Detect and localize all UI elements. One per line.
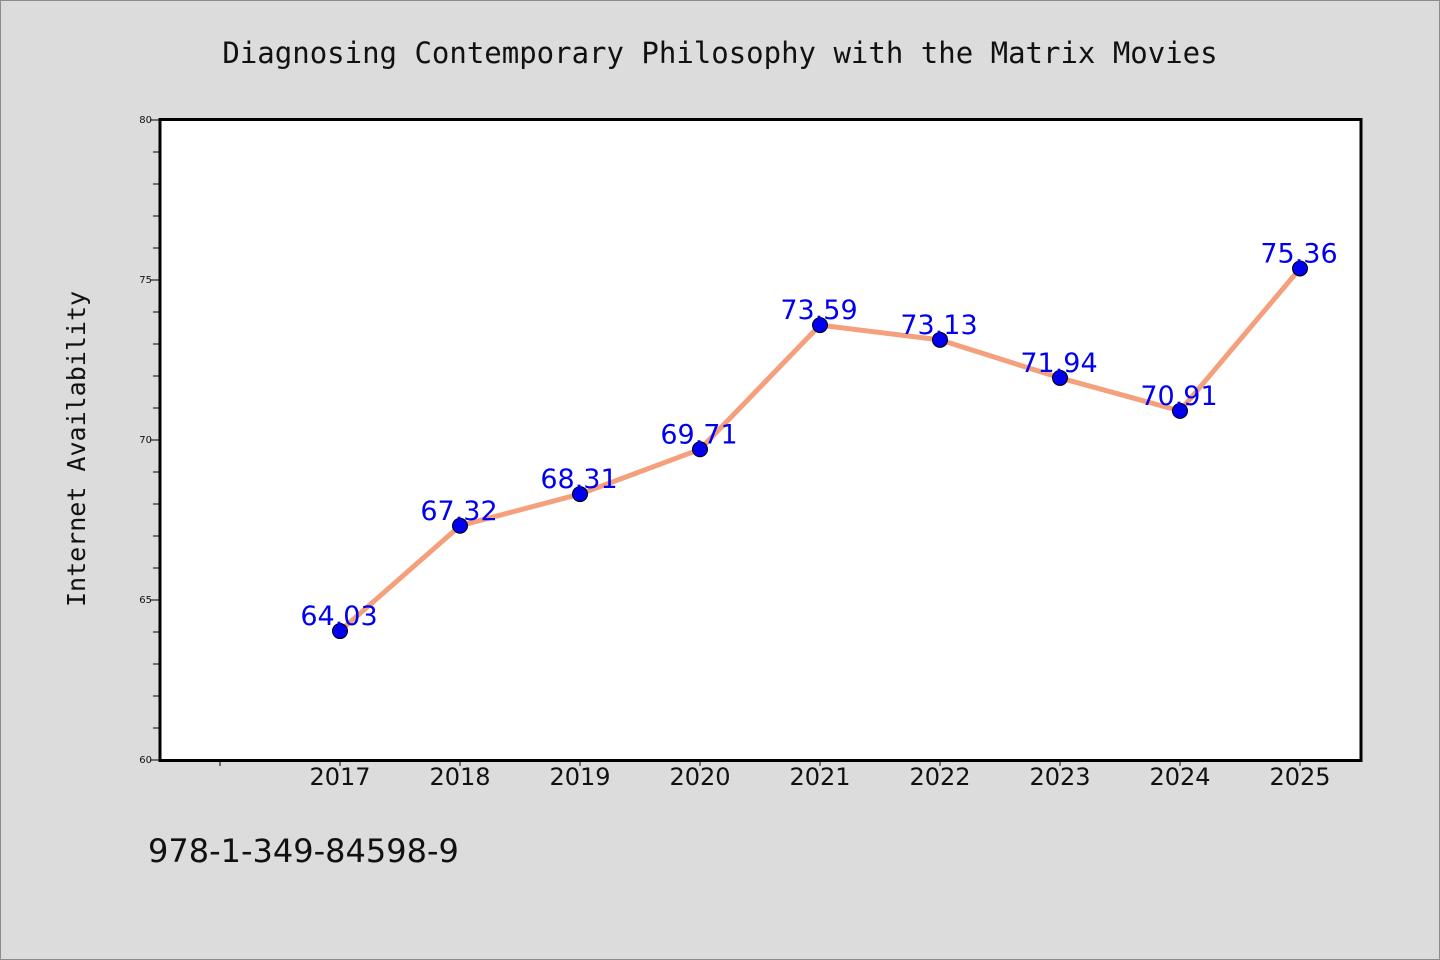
data-label: 68.31	[540, 464, 617, 495]
chart-title: Diagnosing Contemporary Philosophy with …	[222, 36, 1217, 70]
x-tick-label: 2021	[789, 763, 850, 791]
x-tick-label: 2024	[1149, 763, 1210, 791]
data-point	[812, 317, 828, 334]
y-axis-label: Internet Availability	[62, 291, 91, 607]
data-point	[332, 623, 348, 640]
data-label: 69.71	[660, 419, 737, 450]
x-tick-label: 2018	[429, 763, 490, 791]
y-tick-label: 70	[139, 435, 152, 446]
data-label: 75.36	[1260, 238, 1337, 269]
data-label: 71.94	[1020, 348, 1097, 379]
x-tick-label: 2020	[669, 763, 730, 791]
data-label: 67.32	[420, 496, 497, 527]
x-tick-label: 2022	[909, 763, 970, 791]
data-label: 70.91	[1140, 381, 1217, 412]
data-point	[1292, 260, 1308, 277]
data-point	[932, 331, 948, 348]
data-label: 73.13	[900, 310, 977, 341]
y-tick-label: 65	[139, 595, 152, 606]
y-tick-label: 75	[139, 275, 152, 286]
data-label: 64.03	[300, 601, 377, 632]
x-tick-label: 2023	[1029, 763, 1090, 791]
x-tick-label: 2017	[309, 763, 370, 791]
x-tick-label: 2019	[549, 763, 610, 791]
y-tick-label: 60	[139, 755, 152, 766]
data-point	[452, 517, 468, 534]
isbn-footnote: 978-1-349-84598-9	[148, 832, 459, 870]
data-point	[1172, 402, 1188, 419]
x-tick-label: 2025	[1269, 763, 1330, 791]
plot-area	[158, 118, 1363, 762]
data-point	[572, 486, 588, 503]
data-point	[692, 441, 708, 458]
data-point	[1052, 369, 1068, 386]
data-label: 73.59	[780, 295, 857, 326]
y-tick-label: 80	[139, 115, 152, 126]
